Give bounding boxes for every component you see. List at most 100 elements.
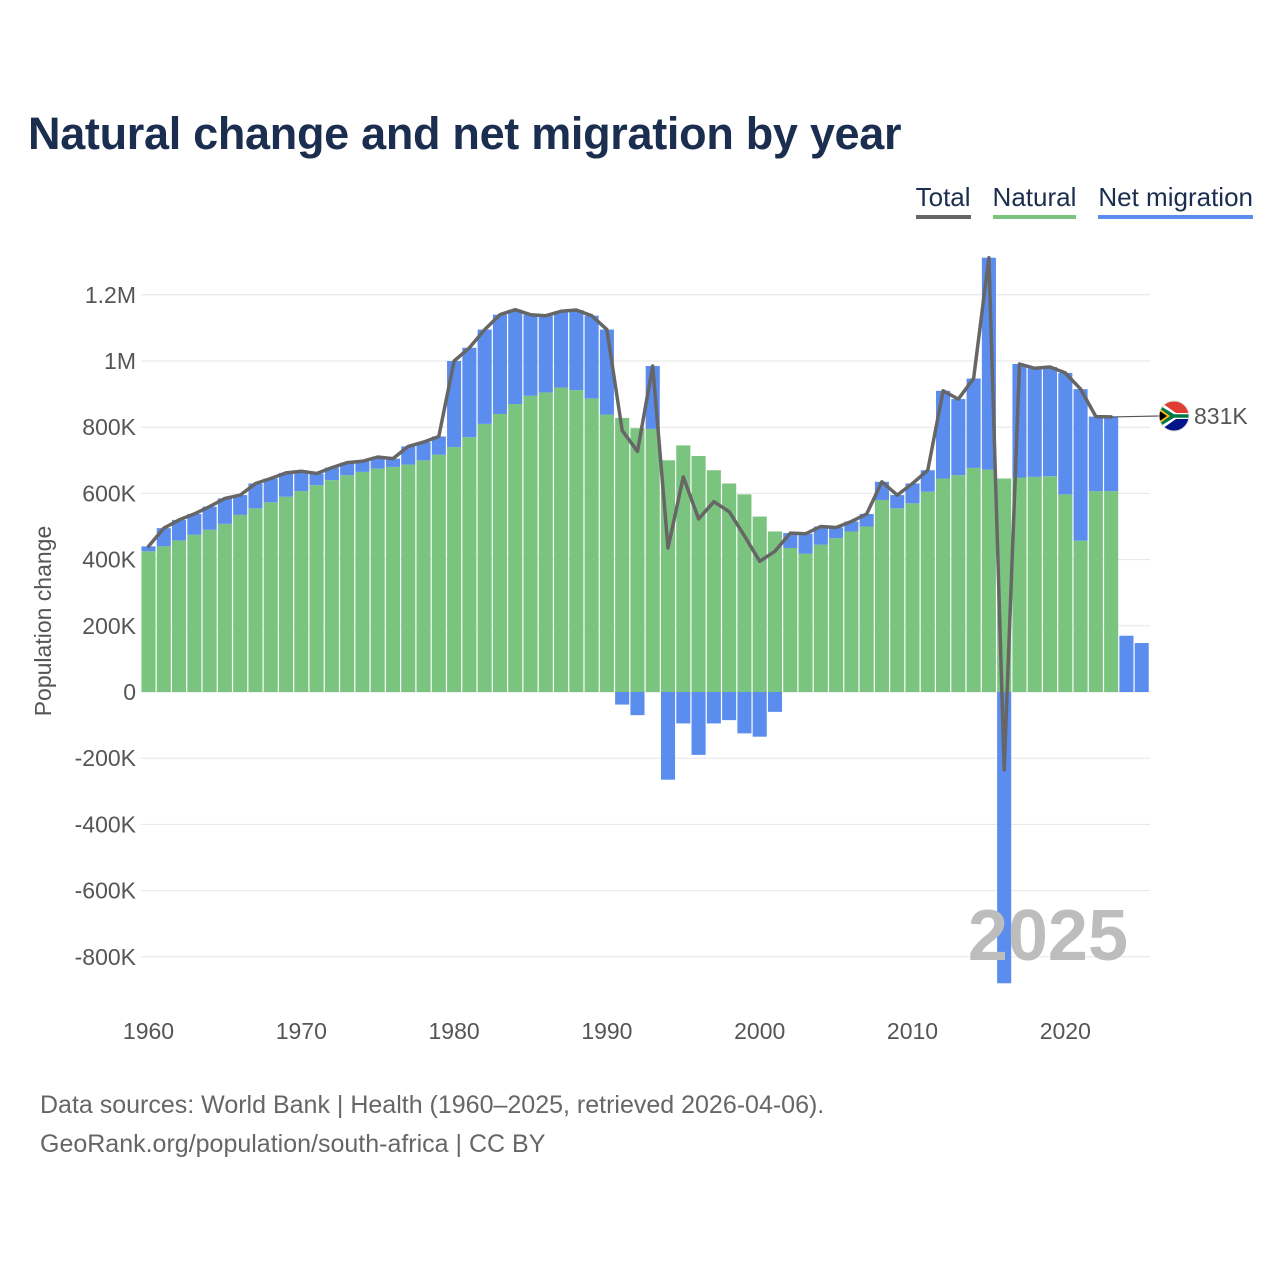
bar-natural[interactable] [477,423,492,692]
legend-item-net-migration[interactable]: Net migration [1098,182,1253,219]
bar-natural[interactable] [966,467,981,692]
bar-natural[interactable] [187,534,202,692]
footer-link[interactable]: GeoRank.org/population/south-africa | CC… [40,1130,546,1158]
bar-net-migration[interactable] [630,692,645,716]
bar-natural[interactable] [783,548,798,692]
bar-natural[interactable] [905,503,920,692]
bar-natural[interactable] [554,387,569,692]
bar-net-migration[interactable] [508,309,523,405]
bar-natural[interactable] [645,428,660,692]
bar-natural[interactable] [233,514,248,692]
bar-natural[interactable] [691,455,706,692]
bar-natural[interactable] [447,447,462,692]
bar-natural[interactable] [294,491,309,692]
bar-natural[interactable] [340,475,355,692]
bar-net-migration[interactable] [263,478,278,503]
bar-net-migration[interactable] [370,456,385,469]
bar-natural[interactable] [599,414,614,692]
bar-natural[interactable] [1104,491,1119,692]
bar-natural[interactable] [1058,494,1073,692]
bar-net-migration[interactable] [523,314,538,396]
total-line[interactable] [146,255,1113,772]
bar-natural[interactable] [1012,477,1027,692]
bar-natural[interactable] [492,413,507,692]
bar-natural[interactable] [722,483,737,692]
bar-natural[interactable] [1027,476,1042,692]
bar-net-migration[interactable] [416,442,431,461]
bar-net-migration[interactable] [951,399,966,476]
bar-net-migration[interactable] [691,692,706,755]
bar-natural[interactable] [1042,476,1058,692]
bar-natural[interactable] [141,551,156,692]
bar-natural[interactable] [202,529,217,692]
bar-net-migration[interactable] [462,347,477,438]
bar-net-migration[interactable] [936,390,951,479]
bar-natural[interactable] [1073,540,1088,692]
bar-natural[interactable] [172,540,187,692]
bar-natural[interactable] [859,526,874,693]
bar-net-migration[interactable] [890,495,905,509]
bar-natural[interactable] [584,398,599,692]
bar-natural[interactable] [936,478,951,692]
bar-net-migration[interactable] [385,458,401,467]
bar-net-migration[interactable] [1027,368,1042,477]
bar-net-migration[interactable] [431,436,446,455]
bar-net-migration[interactable] [584,315,599,399]
bar-natural[interactable] [798,553,813,692]
bar-natural[interactable] [890,508,905,692]
bar-natural[interactable] [630,428,645,692]
bar-net-migration[interactable] [278,472,294,497]
bar-net-migration[interactable] [722,692,737,721]
bar-net-migration[interactable] [1119,635,1134,692]
bar-natural[interactable] [920,491,935,692]
bar-natural[interactable] [706,470,721,692]
bar-natural[interactable] [951,475,966,692]
bar-net-migration[interactable] [844,521,859,532]
bar-net-migration[interactable] [1134,643,1149,692]
bar-net-migration[interactable] [233,495,248,515]
bar-natural[interactable] [844,531,859,692]
bar-net-migration[interactable] [767,692,783,712]
bar-net-migration[interactable] [660,692,676,780]
bar-natural[interactable] [523,395,538,692]
bar-net-migration[interactable] [172,519,187,541]
bar-natural[interactable] [355,471,370,692]
bar-net-migration[interactable] [309,473,324,486]
bar-natural[interactable] [737,494,752,692]
bar-net-migration[interactable] [187,513,202,535]
bar-natural[interactable] [813,544,828,692]
bar-natural[interactable] [263,502,278,692]
bar-natural[interactable] [676,445,691,692]
bar-net-migration[interactable] [294,471,309,492]
bar-net-migration[interactable] [676,692,691,724]
bar-net-migration[interactable] [141,546,156,552]
bar-natural[interactable] [615,417,630,692]
bar-natural[interactable] [874,500,889,692]
bar-net-migration[interactable] [752,692,767,737]
bar-natural[interactable] [508,404,523,692]
bar-natural[interactable] [829,538,844,692]
bar-natural[interactable] [752,516,767,692]
bar-net-migration[interactable] [355,461,370,472]
bar-net-migration[interactable] [920,470,935,492]
bar-net-migration[interactable] [538,315,553,393]
bar-net-migration[interactable] [905,483,920,504]
bar-net-migration[interactable] [813,526,828,545]
bar-net-migration[interactable] [554,311,569,388]
bar-natural[interactable] [416,460,431,692]
bar-net-migration[interactable] [966,378,981,468]
bar-natural[interactable] [981,469,996,692]
bar-net-migration[interactable] [569,310,584,391]
bar-natural[interactable] [370,468,385,692]
bar-net-migration[interactable] [202,506,217,530]
legend-item-natural[interactable]: Natural [992,182,1077,219]
bar-natural[interactable] [569,390,584,692]
bar-net-migration[interactable] [248,483,263,509]
bar-natural[interactable] [462,437,477,692]
bar-natural[interactable] [217,523,232,692]
bar-net-migration[interactable] [1104,416,1119,492]
bar-natural[interactable] [538,392,553,692]
bar-net-migration[interactable] [798,533,813,554]
bar-net-migration[interactable] [1088,416,1103,492]
bar-net-migration[interactable] [1073,389,1088,541]
